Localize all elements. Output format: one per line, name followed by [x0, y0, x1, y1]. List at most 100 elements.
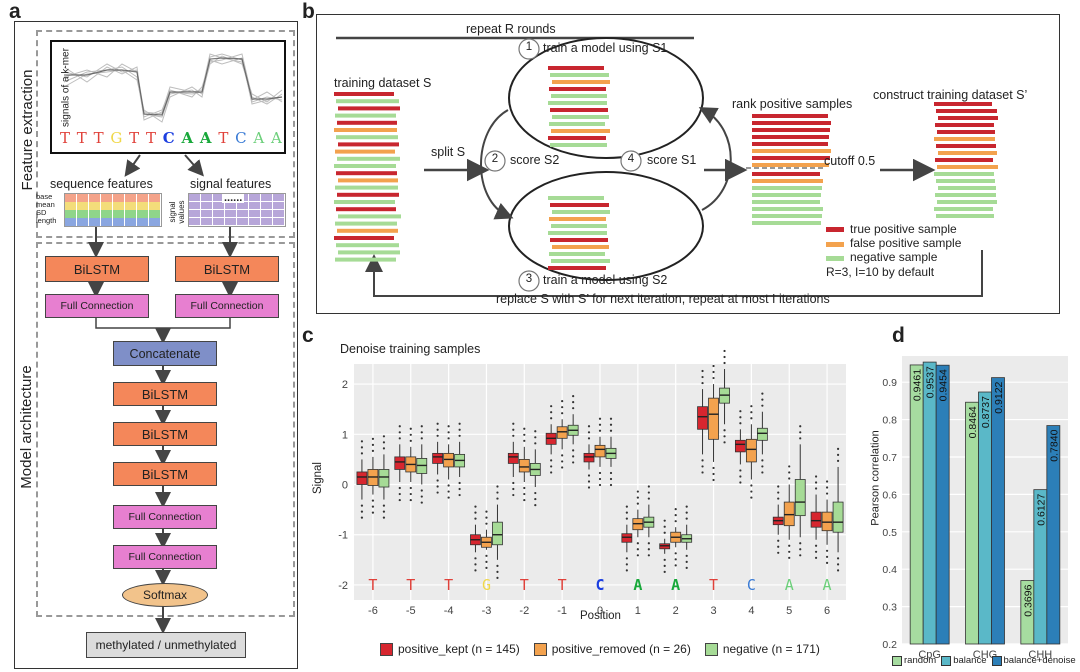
outlier-point — [382, 510, 386, 513]
outlier-point — [625, 505, 628, 508]
outlier-point — [685, 505, 688, 508]
x-tick-label: -5 — [406, 605, 416, 617]
outlier-point — [550, 471, 553, 474]
sample-bar — [935, 158, 993, 162]
outlier-point — [685, 517, 688, 520]
outlier-point — [561, 400, 564, 403]
sample-bar — [752, 149, 831, 153]
outlier-point — [420, 489, 423, 492]
outlier-point — [723, 441, 726, 444]
sample-bar — [752, 179, 823, 183]
outlier-point — [382, 516, 386, 519]
kmer-base: A — [181, 129, 194, 147]
kmer-base: A — [199, 129, 212, 147]
outlier-point — [777, 491, 780, 494]
outlier-point — [587, 480, 591, 483]
outlier-point — [447, 431, 450, 434]
sample-bar — [548, 266, 606, 270]
outlier-point — [572, 455, 575, 458]
x-tick-label: CHH — [1028, 649, 1052, 661]
outlier-point — [458, 481, 461, 485]
y-tick-label: 2 — [342, 379, 348, 391]
signal-features-label: signal features — [190, 177, 272, 191]
kmer-base: C — [235, 129, 247, 147]
outlier-point — [625, 569, 628, 572]
position-base: T — [520, 576, 529, 594]
kmer-base: T — [93, 129, 104, 147]
outlier-point — [371, 437, 375, 440]
box-negative — [378, 469, 390, 488]
legend-item-random: random — [892, 655, 936, 666]
outlier-point — [799, 425, 802, 428]
outlier-point — [788, 477, 791, 480]
construct-label: construct training dataset S’ — [873, 88, 1028, 102]
outlier-point — [523, 498, 526, 502]
outlier-point — [398, 425, 401, 428]
outlier-point — [523, 492, 526, 496]
outlier-point — [371, 505, 375, 508]
outlier-point — [750, 417, 753, 420]
outlier-point — [474, 505, 477, 508]
sample-bar — [338, 250, 400, 255]
box-positive_kept — [621, 533, 633, 543]
sample-bar — [334, 92, 394, 96]
outlier-point — [825, 492, 829, 495]
sample-bar — [550, 73, 609, 77]
outlier-point — [712, 472, 715, 476]
sample-bar — [937, 130, 995, 134]
outlier-point — [458, 487, 461, 491]
sample-bar — [548, 231, 607, 235]
bar-value-label: 0.9122 — [993, 381, 1005, 413]
box-plot: -2 -1 0 1 2 -6 T -5 T -4 T -3 G -2 T -1 T 0 C 1 A 2 A 3 T 4 C 5 A 6 A — [338, 349, 846, 617]
kmer-base: T — [145, 129, 156, 147]
sample-bar — [338, 178, 398, 183]
y-tick-label: 0 — [342, 480, 348, 492]
outlier-point — [382, 435, 386, 438]
step3-label: train a model using S2 — [543, 273, 668, 287]
outlier-point — [609, 429, 613, 432]
sample-bar — [337, 120, 397, 125]
outlier-point — [598, 471, 602, 475]
panel-d: d 0.2 0.3 0.4 0.5 0.6 0.7 0.8 0.9 CpG 0.9461 0.953… — [860, 322, 1080, 672]
legend-text: positive_kept (n = 145) — [398, 642, 520, 656]
outlier-point — [799, 554, 802, 557]
outlier-point — [598, 483, 602, 487]
step2-number: 2 — [491, 153, 499, 165]
sample-bar — [936, 214, 994, 218]
y-tick-label: 0.2 — [882, 639, 897, 651]
kmer-base: T — [76, 129, 87, 147]
outlier-point — [761, 471, 764, 474]
outlier-point — [409, 427, 412, 430]
box-negative — [756, 427, 768, 441]
legend-item-balance: balance — [941, 655, 987, 666]
x-tick-label: -4 — [444, 605, 454, 617]
sample-bar — [752, 221, 821, 225]
legend-swatch — [704, 642, 718, 656]
sample-bar — [551, 259, 610, 263]
outlier-point — [647, 554, 650, 557]
bar-balance — [978, 391, 992, 645]
outlier-point — [788, 465, 791, 468]
x-tick-label: -3 — [482, 605, 492, 617]
legend-swatch — [991, 655, 1002, 666]
sample-bar — [336, 171, 397, 176]
outlier-point — [788, 471, 791, 474]
outlier-point — [777, 497, 780, 500]
outlier-point — [636, 542, 639, 545]
fc-block-1: Full Connection — [113, 505, 217, 529]
outlier-point — [723, 355, 726, 359]
box-positive_removed — [443, 452, 455, 468]
outlier-point — [550, 459, 553, 462]
y-tick-label: 0.8 — [882, 415, 897, 427]
outlier-point — [436, 491, 439, 494]
training-dataset-label: training dataset S — [334, 76, 432, 90]
box-positive_removed — [556, 426, 568, 439]
outlier-point — [712, 364, 715, 368]
outlier-point — [485, 522, 488, 525]
outlier-point — [436, 479, 439, 482]
outlier-point — [598, 477, 602, 481]
legend-text: balance+denoise — [1003, 655, 1076, 666]
outlier-point — [474, 517, 477, 520]
sample-bar — [936, 109, 997, 113]
bar-value-label: 0.8737 — [980, 396, 992, 428]
